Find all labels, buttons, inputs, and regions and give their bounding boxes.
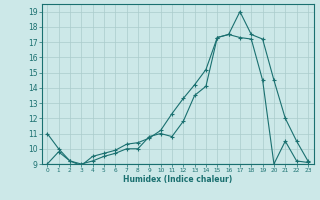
X-axis label: Humidex (Indice chaleur): Humidex (Indice chaleur) <box>123 175 232 184</box>
